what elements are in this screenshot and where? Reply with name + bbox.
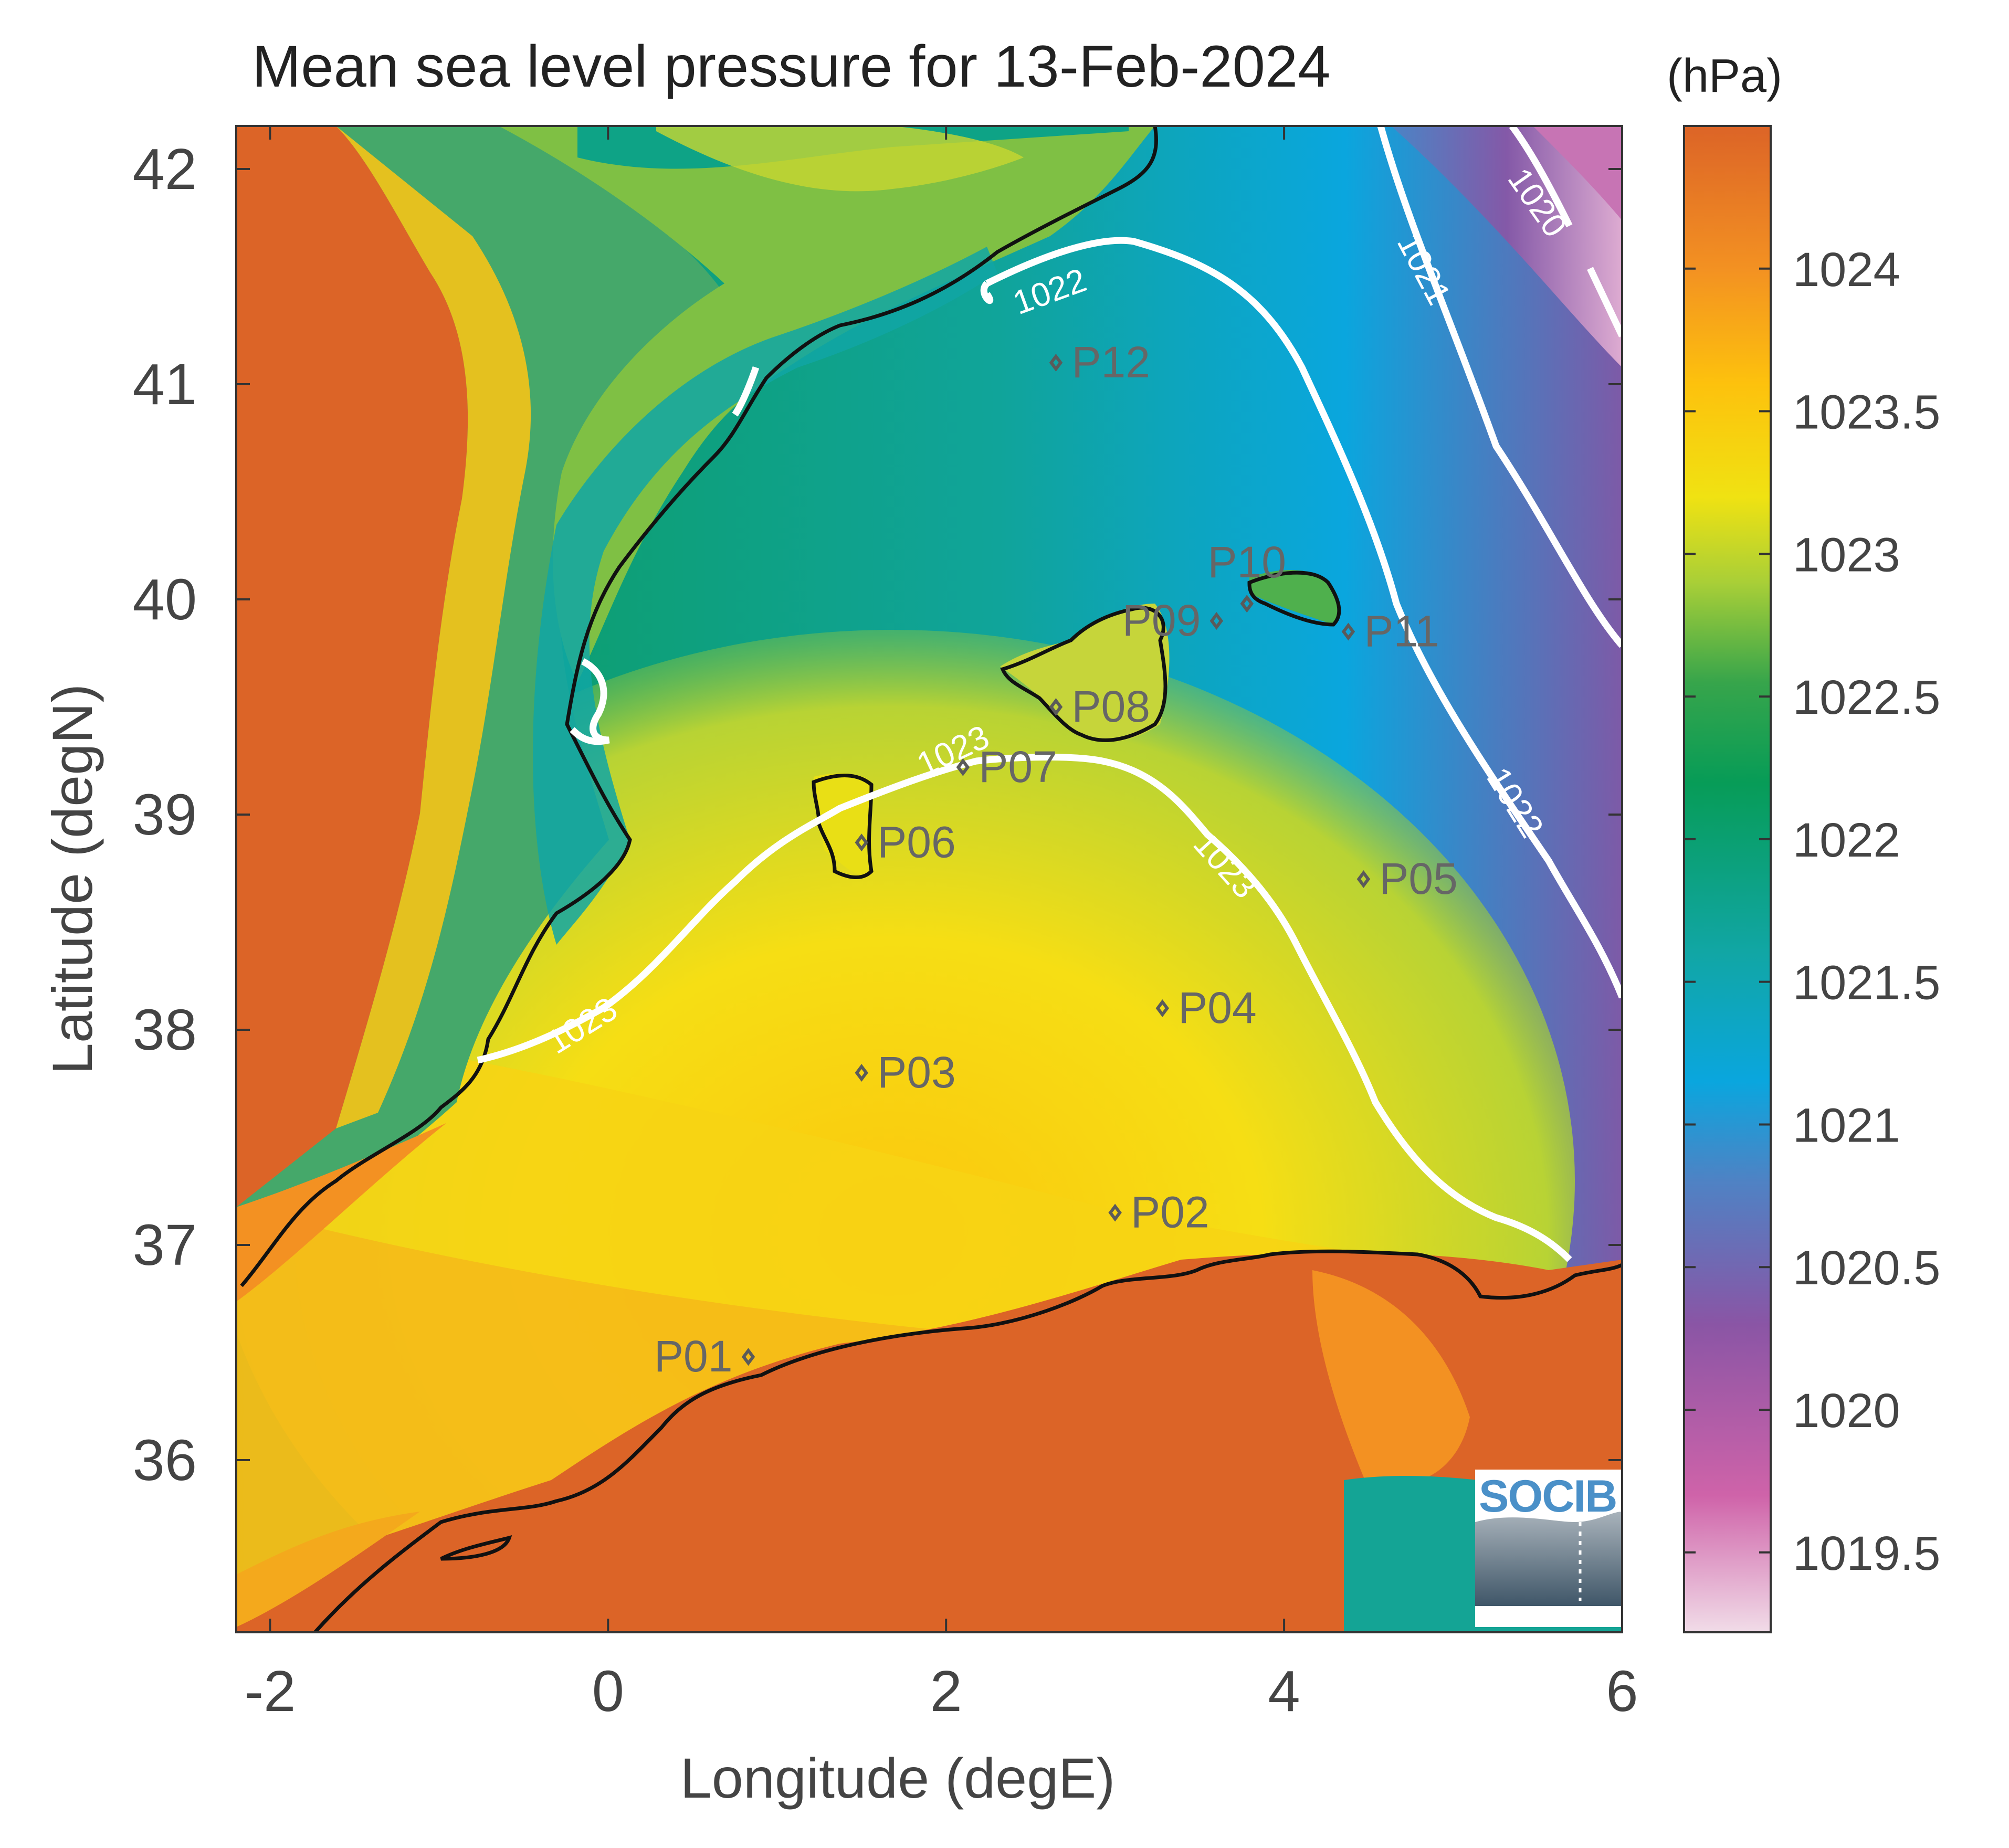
station-marker: [855, 1064, 868, 1082]
x-axis: -2 0 2 4 6: [244, 126, 1638, 1724]
station-label: P11: [1364, 607, 1439, 656]
colorbar-tick-label: 1023.5: [1793, 386, 1940, 439]
station-marker: [1209, 612, 1224, 630]
station-label: P07: [979, 742, 1057, 791]
isobar-1021-line: [1377, 126, 1622, 648]
colorbar-tick-label: 1022.5: [1793, 671, 1940, 724]
station-label: P03: [877, 1048, 955, 1097]
colorbar-tick-label: 1023: [1793, 528, 1900, 582]
colorbar-tick-label: 1020.5: [1793, 1241, 1940, 1295]
isobar-1020-line: [1509, 126, 1622, 337]
colorbar-ticks: 1024 1023.5 1023 1022.5 1022 1021.5 1021 1020.5…: [1684, 243, 1940, 1580]
socib-logo: SOCIB: [1475, 1470, 1622, 1627]
y-tick-label: 39: [133, 783, 197, 847]
y-tick-label: 37: [133, 1213, 197, 1277]
colorbar-tick-label: 1019.5: [1793, 1527, 1940, 1580]
station-label: P01: [654, 1332, 732, 1381]
y-tick-label: 38: [133, 998, 197, 1062]
coastlines: [240, 126, 1622, 1632]
station-marker: [855, 833, 868, 852]
y-tick-label: 42: [133, 137, 197, 202]
y-tick-label: 36: [133, 1428, 197, 1493]
isobar-1023-line: [477, 754, 1572, 1262]
station-label: P10: [1208, 537, 1286, 587]
station-marker: [1155, 999, 1170, 1017]
north-africa-land: [236, 1252, 1622, 1632]
station-marker: [1108, 1203, 1122, 1222]
y-tick-label: 40: [133, 567, 197, 632]
x-tick-label: 2: [930, 1659, 962, 1724]
station-label: P06: [877, 817, 955, 867]
y-axis: 42 41 40 39 38 37 36: [133, 137, 1622, 1493]
station-label: P09: [1122, 596, 1201, 645]
station-label: P04: [1178, 983, 1256, 1032]
isobars: [477, 126, 1622, 1262]
colorbar-tick-label: 1022: [1793, 814, 1900, 867]
x-tick-label: 0: [592, 1659, 624, 1724]
station-label: P08: [1071, 682, 1150, 731]
station-label: P05: [1379, 854, 1457, 903]
map-title: Mean sea level pressure for 13-Feb-2024: [252, 34, 1330, 99]
station-marker: [1356, 870, 1371, 888]
colorbar-unit-label: (hPa): [1667, 50, 1782, 102]
colorbar: [1683, 125, 1772, 1633]
station-marker: [1049, 354, 1063, 372]
station-marker: [1341, 622, 1355, 641]
y-tick-label: 41: [133, 352, 197, 417]
x-tick-label: -2: [244, 1659, 296, 1724]
colorbar-tick-label: 1021: [1793, 1099, 1900, 1152]
colorbar-tick-label: 1021.5: [1793, 956, 1940, 1010]
isobar-1022-line: [985, 237, 1622, 999]
x-axis-label: Longitude (degE): [680, 1746, 1116, 1810]
x-tick-label: 4: [1268, 1659, 1300, 1724]
station-marker: [956, 758, 970, 776]
station-label: P02: [1131, 1188, 1209, 1237]
socib-logo-text: SOCIB: [1479, 1471, 1616, 1522]
x-tick-label: 6: [1606, 1659, 1638, 1724]
colorbar-tick-label: 1020: [1793, 1384, 1900, 1438]
station-label: P12: [1071, 337, 1150, 387]
station-marker: [1049, 698, 1063, 716]
station-marker: [741, 1348, 755, 1366]
y-axis-label: Latitude (degN): [40, 684, 104, 1074]
pressure-field: [236, 126, 1622, 1632]
station-marker: [1240, 595, 1254, 613]
colorbar-tick-label: 1024: [1793, 243, 1900, 297]
map-frame: [235, 125, 1623, 1633]
